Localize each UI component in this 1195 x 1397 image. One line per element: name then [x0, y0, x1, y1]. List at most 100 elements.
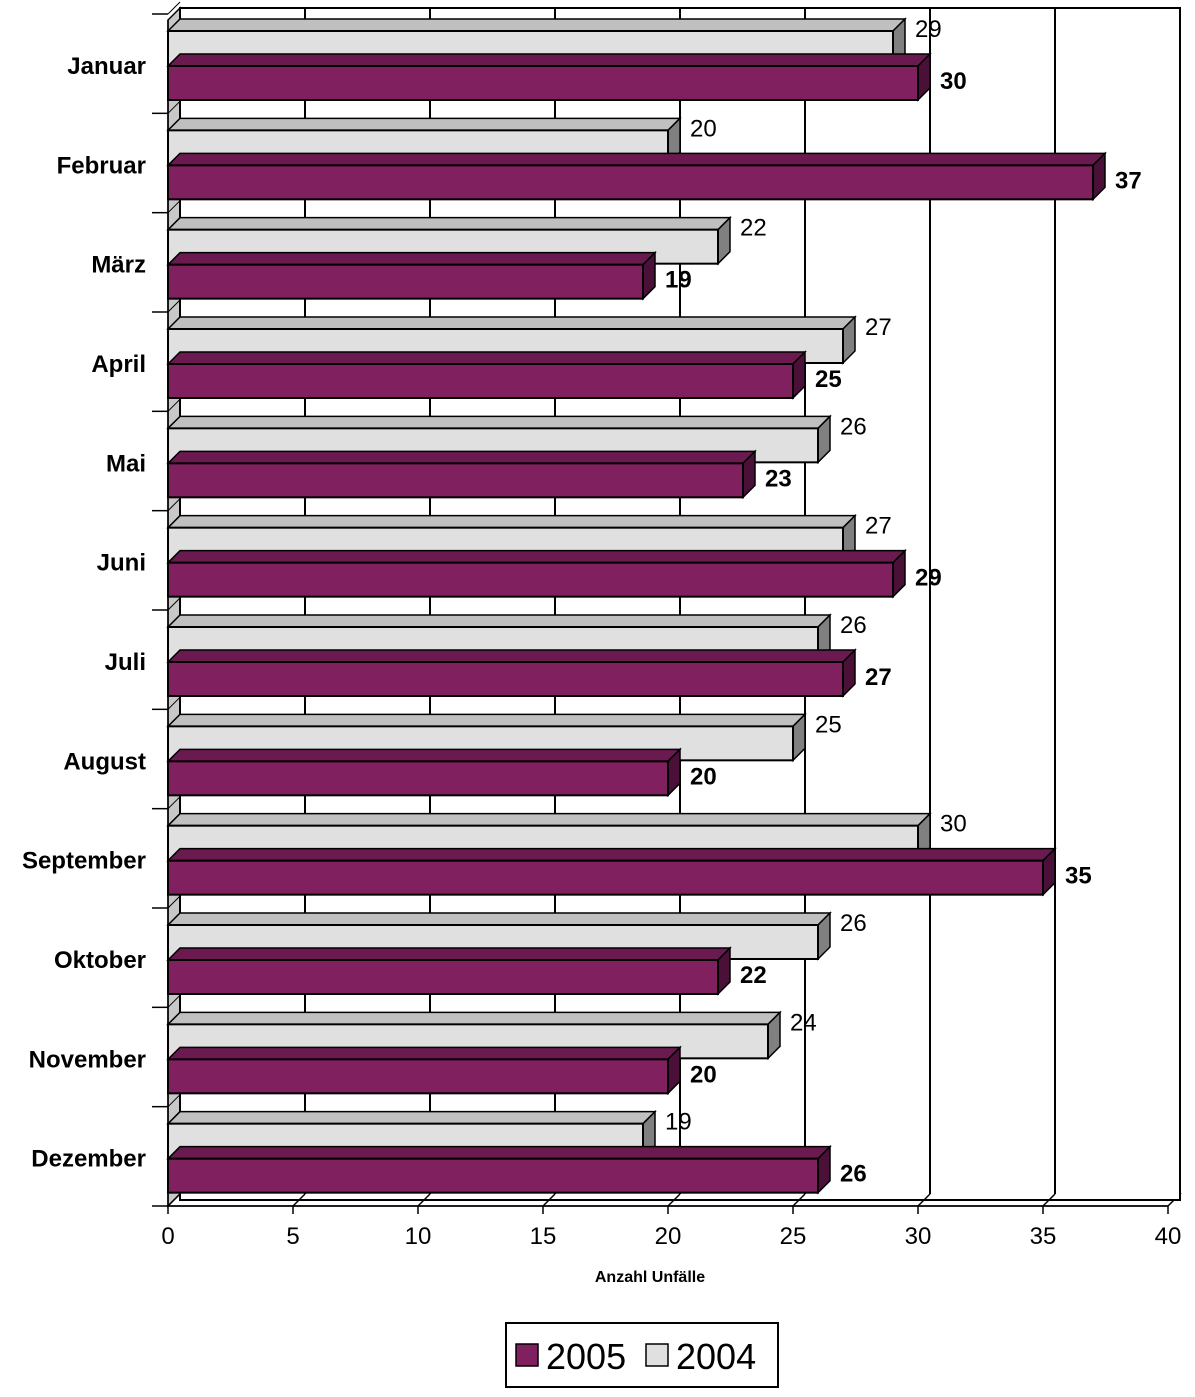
y-depth-tick — [167, 796, 181, 810]
bar-top — [166, 216, 732, 231]
floor-gridline — [1042, 1193, 1056, 1207]
bar-top — [166, 649, 857, 663]
y-depth-tick — [167, 895, 181, 909]
x-tick-label: 35 — [1030, 1223, 1057, 1250]
bar-front — [167, 661, 844, 697]
y-depth-tick — [167, 597, 181, 611]
data-label-2005: 27 — [865, 664, 892, 691]
bar-2005 — [166, 1045, 682, 1096]
x-tick-label: 15 — [530, 1223, 557, 1250]
x-tick-label: 0 — [161, 1223, 174, 1250]
bar-top — [166, 614, 832, 628]
bar-top — [166, 947, 732, 961]
category-label: Juni — [97, 550, 146, 577]
data-label-2005: 20 — [690, 763, 717, 790]
data-label-2005: 25 — [815, 366, 842, 393]
y-depth-tick — [167, 100, 181, 114]
floor-gridline — [667, 1193, 681, 1207]
bar-2005 — [166, 548, 907, 599]
bar-top — [166, 1046, 682, 1061]
bar-top — [166, 713, 807, 728]
y-depth-tick — [167, 498, 181, 512]
legend-swatch — [515, 1343, 539, 1367]
bar-2005 — [166, 250, 657, 301]
plot-frame — [152, 1, 1182, 1214]
bar-2005 — [166, 648, 857, 698]
data-label-2005: 29 — [915, 565, 942, 592]
category-label: Februar — [57, 152, 146, 179]
legend: 2005 2004 — [505, 1322, 779, 1388]
data-label-2005: 30 — [940, 68, 967, 95]
bar-top — [166, 251, 657, 266]
bar-front — [167, 65, 919, 101]
category-label: Januar — [67, 53, 146, 80]
bar-top — [166, 1145, 832, 1160]
bar-top — [166, 415, 832, 430]
bar-front — [167, 164, 1094, 201]
data-label-2005: 23 — [765, 465, 792, 492]
bar-2005 — [166, 846, 1057, 897]
bar-front — [167, 959, 719, 995]
x-tick-label: 40 — [1155, 1223, 1182, 1250]
category-label: Oktober — [54, 947, 146, 974]
y-depth-tick — [167, 1, 181, 15]
y-depth-tick — [167, 696, 181, 710]
legend-label: 2004 — [676, 1336, 756, 1377]
legend-box — [505, 1322, 779, 1388]
data-label-2004: 24 — [790, 1009, 817, 1036]
data-label-2004: 29 — [915, 16, 942, 43]
category-label: September — [22, 848, 146, 875]
category-label: August — [63, 748, 146, 775]
bar-2005 — [166, 946, 732, 996]
data-label-2005: 26 — [840, 1161, 867, 1188]
x-tick-label: 10 — [405, 1223, 432, 1250]
floor-gridline — [417, 1193, 431, 1207]
y-depth-tick — [167, 1094, 181, 1108]
bar-front — [167, 561, 894, 598]
bar-2005 — [166, 151, 1107, 202]
data-label-2004: 27 — [865, 314, 892, 341]
bar-top — [166, 117, 682, 132]
bar-top — [166, 1011, 782, 1026]
bar-front — [167, 1157, 819, 1194]
bar-2005 — [166, 747, 682, 798]
bars — [166, 17, 1107, 1195]
bar-front — [167, 363, 794, 399]
category-label: April — [91, 351, 146, 378]
floor-gridline — [542, 1193, 556, 1207]
data-label-2004: 25 — [815, 711, 842, 738]
data-label-2004: 22 — [740, 215, 767, 242]
data-label-2005: 19 — [665, 267, 692, 294]
bar-top — [166, 53, 932, 67]
bar-top — [166, 351, 807, 365]
bar-top — [166, 316, 857, 330]
x-tick-label: 25 — [780, 1223, 807, 1250]
data-label-2005: 20 — [690, 1061, 717, 1088]
data-label-2004: 26 — [840, 413, 867, 440]
data-label-2004: 19 — [665, 1109, 692, 1136]
labels: 0 5 10 15 20 25 30 35 40 Anzahl Unfälle Januar 29 30… — [22, 16, 1181, 1286]
bar-top — [166, 514, 857, 529]
data-label-2004: 20 — [690, 115, 717, 142]
category-label: März — [91, 252, 146, 279]
y-depth-tick — [167, 398, 181, 412]
y-depth-tick — [167, 200, 181, 214]
bar-top — [166, 1110, 657, 1125]
bar-top — [166, 748, 682, 763]
y-depth-tick — [167, 1193, 181, 1207]
y-depth-tick — [167, 299, 181, 313]
legend-label: 2005 — [546, 1336, 626, 1377]
category-label: Mai — [106, 450, 146, 477]
bar-top — [166, 549, 907, 564]
bar-top — [166, 912, 832, 926]
floor-gridline — [917, 1193, 931, 1207]
floor-gridline — [792, 1193, 806, 1207]
bar-top — [166, 450, 757, 465]
category-label: Dezember — [31, 1146, 146, 1173]
data-label-2004: 27 — [865, 513, 892, 540]
data-label-2005: 22 — [740, 962, 767, 989]
y-depth-tick — [167, 994, 181, 1008]
bar-top — [166, 152, 1107, 167]
x-tick-label: 5 — [286, 1223, 299, 1250]
